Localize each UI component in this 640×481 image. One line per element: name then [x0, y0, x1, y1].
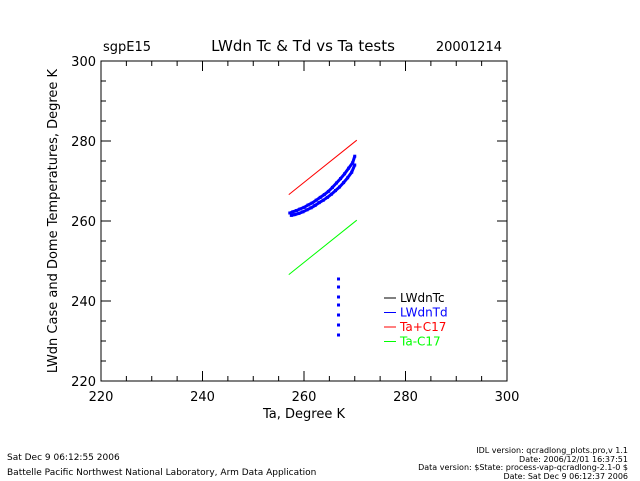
- axis-ticks: 220 240 260 280 300 220 240 260 280 300: [71, 55, 519, 405]
- data-trace-lwdntd: [341, 174, 345, 179]
- x-tick-label: 280: [393, 390, 418, 405]
- data-trace-lwdntd: [327, 194, 331, 197]
- legend-label-ta-c17: Ta-C17: [399, 335, 441, 349]
- legend-label-ta-c17: Ta+C17: [399, 320, 446, 334]
- data-trace-lwdntd: [336, 179, 340, 183]
- data-trace-lwdntd: [348, 172, 352, 178]
- y-tick-label: 300: [71, 55, 96, 70]
- date-label: 20001214: [436, 40, 502, 55]
- legend-label-lwdntd: LWdnTd: [400, 306, 448, 320]
- data-trace-lwdntd: [335, 187, 339, 191]
- y-tick-label: 260: [71, 215, 96, 230]
- data-trace-lwdntd: [332, 183, 336, 187]
- data-trace-lwdntd: [308, 203, 312, 205]
- data-trace-lwdntd: [320, 195, 324, 198]
- data-trace-lwdntd: [331, 191, 335, 195]
- data-point-lwdntd: [337, 286, 340, 289]
- data-trace-lwdntd: [293, 211, 297, 212]
- data-trace-lwdntd: [307, 208, 311, 210]
- data-trace-lwdntd: [324, 191, 328, 194]
- data-point-lwdntd: [337, 296, 340, 299]
- x-axis-title: Ta, Degree K: [262, 407, 345, 422]
- data-trace-lwdntd: [323, 197, 327, 200]
- data-trace-lwdntd: [328, 187, 332, 191]
- data-point-lwdntd: [337, 324, 340, 327]
- data-trace-lwdntd: [340, 183, 344, 187]
- data-trace-lwdntd: [349, 163, 353, 169]
- data-point-lwdntd: [337, 314, 340, 317]
- data-trace-lwdntd: [345, 168, 349, 174]
- x-tick-label: 260: [292, 390, 317, 405]
- data-point-lwdntd: [337, 304, 340, 307]
- data-trace-lwdntd: [299, 212, 303, 214]
- data-trace-lwdntd: [352, 165, 355, 172]
- data-trace-lwdntd: [303, 210, 307, 212]
- y-axis-title: LWdn Case and Dome Temperatures, Degree …: [46, 68, 61, 373]
- y-tick-label: 220: [71, 375, 96, 390]
- data-trace-lwdntd: [311, 205, 315, 207]
- series-layer: [288, 140, 356, 336]
- x-tick-label: 300: [495, 390, 520, 405]
- data-trace-lwdntd: [353, 156, 355, 162]
- data-trace-lwdntd: [344, 178, 348, 183]
- x-tick-label: 220: [89, 390, 114, 405]
- footer-organization: Battelle Pacific Northwest National Labo…: [7, 468, 316, 478]
- data-trace-lwdntd: [300, 207, 304, 209]
- data-trace-lwdntd: [291, 215, 295, 216]
- data-trace-lwdntd: [312, 200, 316, 203]
- site-label: sgpE15: [103, 40, 151, 55]
- data-trace-lwdntd: [319, 200, 323, 202]
- y-tick-label: 240: [71, 295, 96, 310]
- footer-right-block: IDL version: qcradlong_plots.pro,v 1.1 D…: [418, 447, 628, 481]
- data-point-lwdntd: [337, 334, 340, 337]
- data-trace-lwdntd: [290, 212, 293, 213]
- data-trace-lwdntd: [295, 213, 299, 214]
- x-tick-label: 240: [190, 390, 215, 405]
- series-line-ta-c17: [289, 140, 357, 194]
- footer-timestamp: Sat Dec 9 06:12:55 2006: [7, 453, 120, 463]
- legend-label-lwdntc: LWdnTc: [400, 291, 445, 305]
- chart-title: LWdn Tc & Td vs Ta tests: [211, 37, 395, 55]
- data-point-lwdntd: [337, 278, 340, 281]
- y-tick-label: 280: [71, 135, 96, 150]
- data-trace-lwdntd: [315, 203, 319, 206]
- data-trace-lwdntd: [296, 209, 300, 211]
- data-trace-lwdntd: [316, 197, 320, 200]
- series-line-ta-c17: [289, 220, 357, 274]
- data-trace-lwdntd: [304, 205, 308, 207]
